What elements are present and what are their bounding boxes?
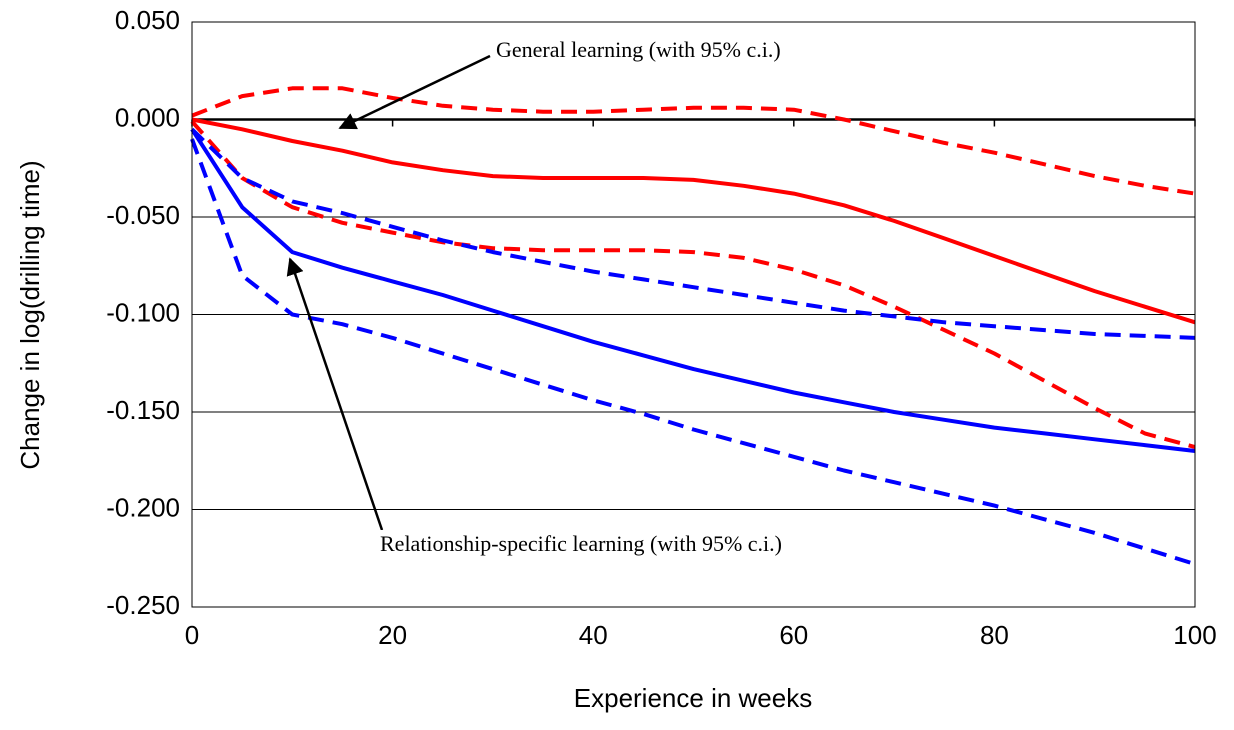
y-tick-label: -0.050: [106, 200, 180, 230]
x-tick-label: 60: [779, 620, 808, 650]
series-line: [190, 128, 1196, 453]
annotation: General learning (with 95% c.i.): [496, 37, 781, 62]
series-line: [191, 117, 1196, 325]
y-axis-title: Change in log(drilling time): [15, 160, 45, 469]
x-tick-label: 20: [378, 620, 407, 650]
series-line: [191, 86, 1196, 196]
x-tick-label: 100: [1173, 620, 1216, 650]
y-tick-label: 0.000: [115, 102, 180, 132]
x-tick-label: 0: [185, 620, 199, 650]
series-line: [190, 138, 1196, 567]
arrow: [286, 257, 384, 531]
plot-area: [190, 21, 1196, 608]
x-axis-title: Experience in weeks: [574, 683, 812, 713]
x-tick-label: 80: [980, 620, 1009, 650]
y-tick-label: -0.100: [106, 297, 180, 327]
annotation: Relationship-specific learning (with 95%…: [380, 531, 782, 556]
annotation-bg: [375, 530, 975, 562]
x-tick-label: 40: [579, 620, 608, 650]
y-tick-label: 0.050: [115, 5, 180, 35]
annotation-bg: [492, 36, 932, 68]
y-tick-label: -0.200: [106, 492, 180, 522]
arrow: [338, 54, 491, 130]
series-line: [190, 120, 1196, 450]
series-line: [190, 127, 1196, 340]
plot-border: [191, 21, 1196, 608]
y-tick-label: -0.150: [106, 395, 180, 425]
y-tick-label: -0.250: [106, 590, 180, 620]
